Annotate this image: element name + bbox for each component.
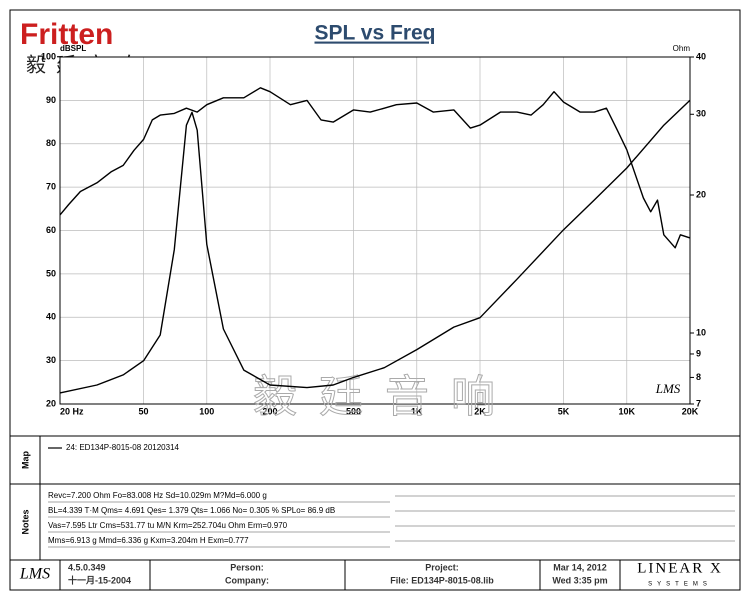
y2-tick-label: 30	[696, 109, 706, 119]
brand-sub: SYSTEMS	[648, 582, 712, 588]
watermark: 毅廷音响	[253, 373, 517, 422]
y-tick-label: 50	[46, 268, 56, 278]
brand: LINEAR X	[637, 560, 723, 576]
series-line	[59, 87, 691, 249]
x-tick-label: 5K	[558, 406, 570, 416]
y2-axis-label: Ohm	[673, 44, 691, 53]
x-tick-label: 100	[199, 406, 214, 416]
note-line: Revc=7.200 Ohm Fo=83.008 Hz Sd=10.029m M…	[48, 491, 267, 500]
x-tick-label: 20 Hz	[60, 406, 84, 416]
y-tick-label: 40	[46, 312, 56, 322]
legend-label: 24: ED134P-8015-08 20120314	[66, 443, 180, 452]
y-tick-label: 70	[46, 182, 56, 192]
outer-frame	[9, 9, 741, 591]
x-tick-label: 20K	[682, 406, 699, 416]
y2-tick-label: 20	[696, 189, 706, 199]
y2-tick-label: 8	[696, 372, 701, 382]
series-line	[59, 99, 691, 394]
y-tick-label: 90	[46, 95, 56, 105]
y2-tick-label: 40	[696, 51, 706, 61]
x-tick-label: 10K	[619, 406, 636, 416]
y-axis-label: dBSPL	[60, 44, 86, 53]
company: Company:	[225, 575, 269, 585]
note-line: Mms=6.913 g Mmd=6.336 g Kxm=3.204m H Exm…	[48, 536, 249, 545]
x-tick-label: 2K	[474, 406, 486, 416]
logo: Fritten	[20, 18, 113, 51]
y2-tick-label: 7	[696, 398, 701, 408]
y2-tick-label: 10	[696, 327, 706, 337]
x-tick-label: 1K	[411, 406, 423, 416]
x-tick-label: 500	[346, 406, 361, 416]
plot-frame	[59, 56, 691, 405]
date: Mar 14, 2012	[553, 562, 607, 572]
x-tick-label: 200	[262, 406, 277, 416]
build-date: 十一月-15-2004	[68, 574, 131, 585]
section-label: Notes	[20, 509, 30, 534]
lms-mark: LMS	[655, 381, 681, 396]
time: Wed 3:35 pm	[552, 575, 607, 585]
file: File: ED134P-8015-08.lib	[390, 575, 494, 585]
project: Project:	[425, 562, 459, 572]
person: Person:	[230, 562, 264, 572]
app-logo: LMS	[19, 566, 50, 583]
version: 4.5.0.349	[68, 562, 106, 572]
y-tick-label: 100	[41, 51, 56, 61]
chart-title: SPL vs Freq	[315, 22, 436, 45]
note-line: Vas=7.595 Ltr Cms=531.77 tu M/N Krm=252.…	[48, 521, 288, 530]
y2-tick-label: 9	[696, 348, 701, 358]
y-tick-label: 20	[46, 398, 56, 408]
note-line: BL=4.339 T·M Qms= 4.691 Qes= 1.379 Qts= …	[48, 506, 335, 515]
y-tick-label: 60	[46, 225, 56, 235]
section-label: Map	[20, 450, 30, 469]
y-tick-label: 80	[46, 138, 56, 148]
x-tick-label: 50	[139, 406, 149, 416]
y-tick-label: 30	[46, 355, 56, 365]
